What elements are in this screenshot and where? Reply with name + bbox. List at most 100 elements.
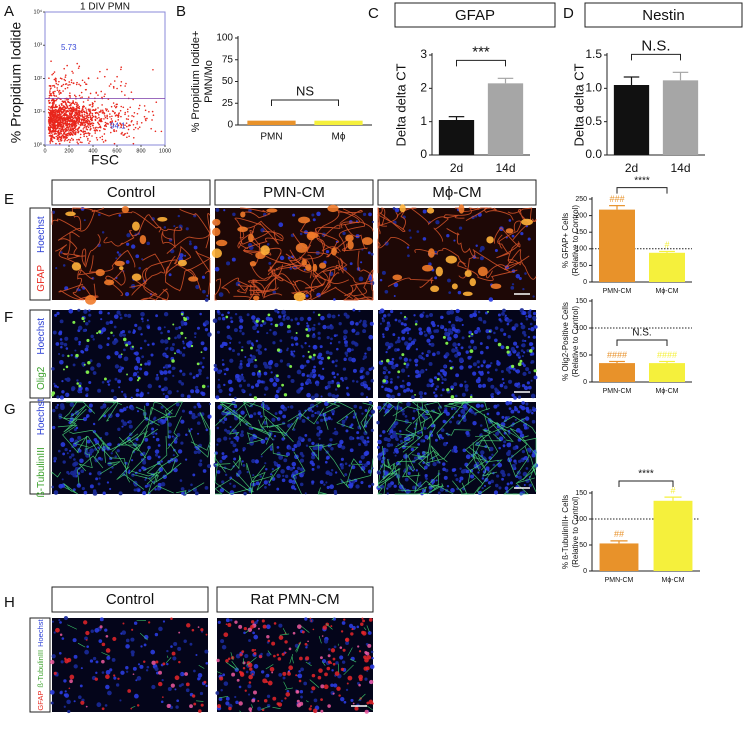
stain-label: Olig2Hoechst	[36, 318, 47, 390]
gfap-cell	[242, 667, 246, 670]
event-dot	[99, 136, 101, 139]
nucleus	[259, 324, 263, 327]
event-dot	[104, 121, 107, 124]
nucleus	[197, 432, 200, 435]
nucleus	[532, 406, 535, 410]
event-dot	[101, 96, 103, 99]
event-dot	[53, 115, 56, 118]
nucleus	[490, 392, 494, 396]
event-dot	[137, 127, 139, 130]
nucleus	[72, 638, 77, 643]
nucleus	[368, 212, 372, 217]
gfap-cell	[85, 630, 90, 636]
nucleus	[370, 428, 374, 432]
error-bar	[623, 76, 640, 85]
nucleus	[216, 309, 220, 314]
event-dot	[67, 126, 69, 129]
nucleus	[306, 322, 309, 325]
event-dot	[73, 127, 76, 130]
event-dot	[105, 109, 108, 112]
olig-cell	[436, 377, 440, 381]
tubulin-fiber	[296, 643, 301, 653]
nucleus	[428, 262, 431, 265]
tubulin-fiber	[289, 653, 294, 664]
event-dot	[52, 101, 55, 104]
nucleus	[147, 391, 150, 395]
nucleus	[246, 470, 249, 474]
event-dot	[60, 103, 63, 106]
gfap-cell	[178, 631, 181, 634]
nucleus	[73, 469, 79, 475]
gfap-cell	[272, 696, 277, 701]
nucleus	[310, 690, 314, 694]
event-dot	[104, 116, 107, 119]
nucleus	[238, 315, 243, 320]
nucleus	[138, 266, 142, 270]
event-dot	[95, 126, 97, 129]
nucleus	[316, 465, 321, 469]
event-dot	[126, 136, 128, 139]
nucleus	[113, 325, 117, 329]
nucleus	[118, 332, 124, 338]
micrograph	[376, 204, 537, 302]
nucleus	[494, 338, 498, 343]
neurite	[397, 486, 428, 495]
olig-cell	[450, 395, 455, 399]
nucleus	[255, 481, 260, 486]
nucleus	[455, 373, 460, 378]
process	[58, 283, 97, 301]
olig-cell	[445, 341, 449, 345]
nucleus	[215, 395, 220, 400]
gfap-cell	[334, 671, 340, 676]
nucleus	[173, 467, 178, 473]
nucleus	[170, 645, 173, 648]
cell-body	[104, 279, 115, 286]
nucleus	[384, 326, 390, 332]
nucleus	[478, 316, 483, 321]
y-axis-label: % Propidium Iodide	[8, 22, 24, 144]
neurite	[325, 401, 354, 410]
nucleus	[176, 432, 181, 437]
olig-cell	[83, 363, 86, 366]
significance-marker: ####	[607, 350, 627, 360]
event-dot	[74, 123, 77, 126]
nucleus	[525, 409, 530, 413]
nucleus	[317, 355, 322, 360]
nucleus	[115, 413, 120, 418]
nucleus	[234, 396, 237, 400]
y-tick-label: 50	[579, 262, 587, 269]
event-dot	[70, 79, 73, 81]
nucleus	[391, 394, 395, 399]
event-dot	[68, 126, 71, 128]
nucleus	[234, 448, 239, 452]
gfap-cell	[166, 703, 171, 709]
nucleus	[61, 637, 65, 640]
event-dot	[112, 102, 115, 104]
gfap-cell	[249, 667, 253, 671]
gfap-cell	[327, 654, 331, 658]
nucleus	[199, 312, 202, 316]
neurite	[69, 405, 87, 425]
event-dot	[69, 129, 71, 131]
nucleus	[176, 349, 181, 354]
nucleus	[279, 255, 285, 261]
nucleus	[306, 327, 312, 332]
event-dot	[65, 111, 68, 114]
gfap-cell	[158, 670, 162, 675]
gfap-cell	[262, 624, 267, 629]
y-tick-label: 200	[575, 212, 587, 219]
nucleus	[404, 415, 408, 418]
nucleus	[237, 352, 241, 356]
cell-body	[469, 278, 477, 287]
event-dot	[63, 78, 66, 81]
nucleus	[432, 352, 436, 357]
nucleus	[216, 470, 221, 474]
nucleus	[521, 354, 524, 358]
event-dot	[69, 139, 72, 141]
event-dot	[88, 120, 91, 123]
nucleus	[286, 348, 289, 352]
nucleus	[445, 352, 450, 357]
event-dot	[61, 118, 64, 121]
nucleus	[510, 454, 514, 458]
nucleus	[147, 445, 151, 450]
